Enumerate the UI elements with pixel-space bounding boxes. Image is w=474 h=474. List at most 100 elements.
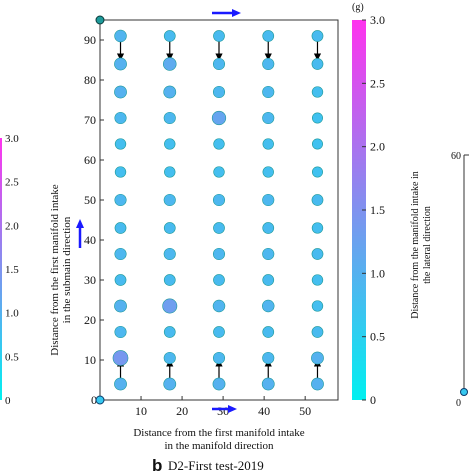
data-point bbox=[163, 222, 176, 234]
data-point bbox=[311, 58, 324, 70]
data-point bbox=[262, 30, 275, 42]
left-colorbar-strip bbox=[0, 138, 2, 400]
right-panel-axis-title-line-2: the lateral direction bbox=[422, 206, 433, 284]
y-tick-label: 80 bbox=[84, 73, 96, 87]
y-axis-title: Distance from the first manifold intake … bbox=[49, 184, 73, 355]
data-point bbox=[163, 111, 176, 125]
data-point bbox=[262, 274, 275, 286]
x-axis-title-line-1: Distance from the first manifold intake bbox=[133, 427, 304, 439]
data-point bbox=[114, 247, 127, 261]
x-axis-title: Distance from the first manifold intake … bbox=[133, 427, 304, 452]
data-point bbox=[311, 194, 324, 206]
data-point bbox=[213, 274, 225, 286]
data-point bbox=[164, 166, 176, 178]
data-point bbox=[311, 351, 324, 365]
data-point bbox=[262, 299, 275, 313]
data-point bbox=[311, 112, 323, 124]
data-point bbox=[311, 86, 324, 98]
colorbar-tick-label: 0.5 bbox=[370, 330, 385, 344]
data-point bbox=[262, 166, 274, 178]
data-point bbox=[163, 274, 176, 286]
data-point bbox=[114, 299, 127, 313]
data-point bbox=[262, 111, 275, 125]
data-point bbox=[212, 247, 226, 261]
data-point bbox=[213, 30, 225, 42]
left-colorbar-tick-label: 1.5 bbox=[5, 264, 19, 276]
data-point bbox=[112, 350, 129, 366]
data-point bbox=[163, 85, 177, 99]
data-point bbox=[262, 57, 275, 71]
data-point bbox=[262, 85, 275, 99]
left-colorbar-tick-label: 1.0 bbox=[5, 308, 19, 320]
x-tick-label: 10 bbox=[135, 404, 147, 418]
right-panel-corner-marker bbox=[460, 388, 468, 396]
data-point bbox=[311, 222, 324, 234]
colorbar: (g) 0 0.5 1.0 1.5 2.0 2.5 3.0 bbox=[352, 2, 385, 407]
right-panel-axis-title-line-1: Distance from the manifold intake in bbox=[410, 171, 421, 318]
data-point bbox=[311, 30, 324, 42]
data-point bbox=[212, 193, 226, 207]
data-point bbox=[163, 377, 177, 391]
x-axis-title-line-2: in the manifold direction bbox=[164, 440, 274, 452]
manifold-direction-arrow-top bbox=[212, 9, 241, 17]
right-panel: 60 0 Distance from the manifold intake i… bbox=[410, 151, 469, 409]
data-point bbox=[262, 138, 274, 150]
data-point bbox=[262, 351, 275, 365]
data-point bbox=[311, 377, 324, 391]
left-colorbar-tick-label: 2.5 bbox=[5, 177, 19, 189]
left-colorbar-ticks: 0 0.5 1.0 1.5 2.0 2.5 3.0 bbox=[5, 133, 19, 407]
right-panel-tick-label: 60 bbox=[451, 151, 461, 162]
data-point bbox=[311, 166, 323, 178]
colorbar-tick-label: 2.5 bbox=[370, 76, 385, 90]
left-colorbar-tick-label: 0 bbox=[5, 395, 11, 407]
colorbar-strip bbox=[352, 20, 366, 400]
data-point bbox=[311, 138, 323, 150]
data-point bbox=[213, 326, 225, 338]
colorbar-tick-label: 1.5 bbox=[370, 203, 385, 217]
y-tick-label: 50 bbox=[84, 193, 96, 207]
data-point bbox=[162, 57, 177, 71]
data-point bbox=[212, 351, 226, 365]
data-point bbox=[212, 377, 226, 391]
y-tick-label: 90 bbox=[84, 33, 96, 47]
data-point bbox=[114, 222, 127, 234]
y-tick-label: 20 bbox=[84, 313, 96, 327]
data-point bbox=[311, 274, 324, 286]
data-point bbox=[213, 138, 225, 150]
y-tick-label: 40 bbox=[84, 233, 96, 247]
data-point bbox=[164, 138, 176, 150]
data-point bbox=[163, 30, 176, 42]
corner-marker-top-left bbox=[95, 15, 105, 25]
data-point bbox=[114, 377, 127, 391]
colorbar-ticks: 0 0.5 1.0 1.5 2.0 2.5 3.0 bbox=[362, 13, 385, 407]
submain-direction-arrow bbox=[76, 219, 84, 248]
data-point bbox=[311, 248, 324, 260]
x-axis: 10 20 30 40 50 bbox=[99, 396, 311, 418]
data-point bbox=[163, 193, 176, 207]
data-point bbox=[261, 377, 275, 391]
data-point bbox=[114, 57, 127, 71]
colorbar-unit: (g) bbox=[352, 2, 364, 13]
x-tick-label: 40 bbox=[258, 404, 270, 418]
manifold-direction-arrow-bottom bbox=[212, 405, 237, 413]
data-point bbox=[213, 166, 225, 178]
data-point bbox=[212, 299, 226, 313]
data-point bbox=[162, 298, 178, 314]
x-tick-label: 20 bbox=[176, 404, 188, 418]
right-panel-axis-title: Distance from the manifold intake in the… bbox=[410, 171, 433, 318]
data-point bbox=[114, 85, 127, 99]
data-point bbox=[163, 326, 176, 338]
y-tick-label: 10 bbox=[84, 353, 96, 367]
left-colorbar: 0 0.5 1.0 1.5 2.0 2.5 3.0 bbox=[0, 133, 19, 407]
corner-marker-bottom-left bbox=[95, 395, 105, 405]
data-point bbox=[212, 85, 226, 99]
right-panel-zero-label: 0 bbox=[456, 398, 461, 409]
colorbar-tick-label: 2.0 bbox=[370, 140, 385, 154]
data-point bbox=[163, 351, 176, 365]
origin-label: 0 bbox=[91, 393, 97, 407]
data-point bbox=[213, 222, 225, 234]
y-axis-title-line-1: Distance from the first manifold intake bbox=[49, 184, 61, 355]
colorbar-tick-label: 0 bbox=[370, 393, 376, 407]
caption-text: D2-First test-2019 bbox=[168, 458, 264, 473]
